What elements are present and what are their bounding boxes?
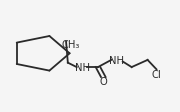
Text: NH: NH xyxy=(109,55,124,65)
Text: CH₃: CH₃ xyxy=(61,40,80,50)
Text: NH: NH xyxy=(75,62,89,72)
Text: O: O xyxy=(99,76,107,86)
Text: Cl: Cl xyxy=(152,69,161,79)
